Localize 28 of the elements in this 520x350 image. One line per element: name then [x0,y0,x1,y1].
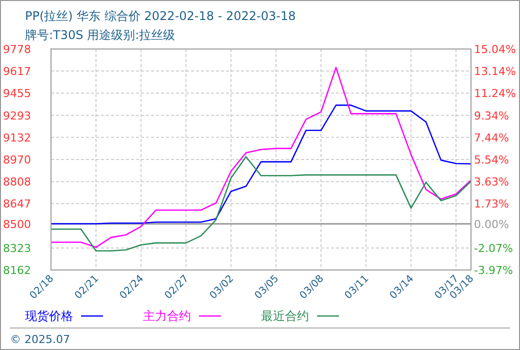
ytick: 9617 [3,65,31,78]
y2tick: 1.73% [474,198,509,211]
ytick: 9132 [3,131,31,144]
title: PP(拉丝) 华东 综合价 2022-02-18 - 2022-03-18 [25,9,296,23]
ytick: 9293 [3,109,31,122]
ytick: 9455 [3,87,31,100]
subtitle: 牌号:T30S 用途级别:拉丝级 [25,28,176,42]
y2tick: 3.63% [474,176,509,189]
legend: 最近合约 [261,309,309,323]
y2tick: 11.24% [474,87,516,100]
ytick: 8808 [3,176,31,189]
ytick: 8162 [3,264,31,277]
ytick: 8500 [3,218,31,231]
ytick: 8647 [3,198,31,211]
y2tick: 0.00% [474,218,509,231]
y2tick: 5.54% [474,153,509,166]
annotation: © 2025.07 [10,333,70,346]
y2tick: -3.97% [474,264,513,277]
ytick: 8323 [3,242,31,255]
ytick: 9778 [3,43,31,56]
ytick: 8970 [3,154,31,166]
legend: 现货价格 [25,309,73,323]
y2tick: 15.04% [474,43,516,56]
y2tick: -2.07% [474,242,513,255]
legend: 主力合约 [143,309,191,323]
y2tick: 9.34% [474,109,509,122]
y2tick: 7.44% [474,131,509,144]
y2tick: 13.14% [474,65,516,78]
